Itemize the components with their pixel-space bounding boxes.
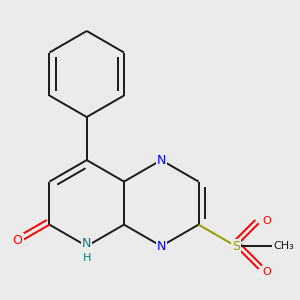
Text: N: N xyxy=(82,237,92,250)
Text: N: N xyxy=(157,154,166,166)
Text: O: O xyxy=(262,267,271,277)
Text: CH₃: CH₃ xyxy=(274,241,295,251)
Text: O: O xyxy=(262,216,271,226)
Text: S: S xyxy=(232,240,240,253)
Text: O: O xyxy=(13,234,22,248)
Text: H: H xyxy=(82,253,91,262)
Text: N: N xyxy=(157,240,166,253)
